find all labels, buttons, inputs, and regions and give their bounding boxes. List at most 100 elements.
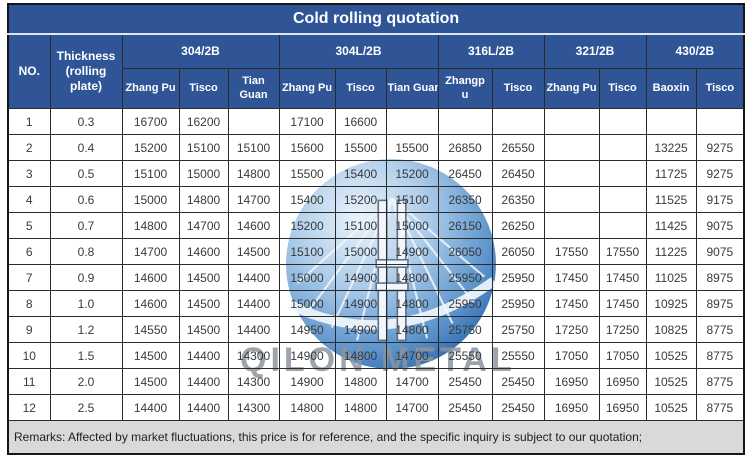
- thickness-cell: 1.2: [49, 316, 123, 343]
- price-cell: 8775: [695, 394, 745, 421]
- price-cell: 15000: [278, 264, 336, 291]
- price-cell: 14600: [178, 238, 229, 265]
- price-cell: 25950: [437, 264, 493, 291]
- group-header-316l-2b: 316L/2B: [437, 33, 545, 69]
- price-cell: 25450: [437, 368, 493, 395]
- price-cell: 15200: [334, 186, 387, 213]
- price-cell: [598, 160, 647, 187]
- price-cell: 25450: [437, 394, 493, 421]
- row-number-cell: 11: [7, 368, 51, 395]
- price-cell: 16200: [178, 108, 229, 135]
- price-cell: 14400: [227, 316, 280, 343]
- price-cell: 14800: [121, 212, 180, 239]
- price-cell: 16600: [334, 108, 387, 135]
- price-cell: 14700: [385, 394, 439, 421]
- row-number-cell: 2: [7, 134, 51, 161]
- table-row: 10 1.5 14500 14400 14300 14900 14800 14700 25550…: [7, 342, 745, 369]
- price-cell: 14800: [334, 368, 387, 395]
- price-cell: 16950: [598, 368, 647, 395]
- price-cell: 26450: [437, 160, 493, 187]
- price-cell: 14800: [385, 264, 439, 291]
- price-cell: 15000: [278, 290, 336, 317]
- group-header-304l-2b: 304L/2B: [278, 33, 439, 69]
- price-cell: 15100: [178, 134, 229, 161]
- price-cell: 14800: [227, 160, 280, 187]
- price-cell: 14300: [227, 368, 280, 395]
- table-row: 11 2.0 14500 14400 14300 14900 14800 14700 25450…: [7, 368, 745, 395]
- price-cell: 25950: [437, 290, 493, 317]
- price-cell: 14800: [178, 186, 229, 213]
- price-cell: 14900: [334, 264, 387, 291]
- price-cell: 26350: [437, 186, 493, 213]
- col-header-321-tisco: Tisco: [598, 68, 647, 109]
- price-cell: [598, 212, 647, 239]
- price-cell: 8975: [695, 290, 745, 317]
- price-cell: 14700: [385, 342, 439, 369]
- price-cell: 9275: [695, 160, 745, 187]
- price-cell: [543, 134, 600, 161]
- price-cell: 14500: [121, 368, 180, 395]
- price-cell: 14700: [227, 186, 280, 213]
- col-header-430-tisco: Tisco: [695, 68, 745, 109]
- col-header-thickness: Thickness (rolling plate): [49, 33, 123, 109]
- price-cell: 14900: [334, 316, 387, 343]
- price-cell: 17450: [598, 264, 647, 291]
- group-header-304-2b: 304/2B: [121, 33, 280, 69]
- price-cell: 15000: [385, 212, 439, 239]
- remarks-cell: Remarks: Affected by market fluctuations…: [7, 420, 745, 455]
- price-cell: 14500: [178, 264, 229, 291]
- price-cell: 16950: [598, 394, 647, 421]
- price-cell: 26850: [437, 134, 493, 161]
- price-cell: 15200: [121, 134, 180, 161]
- price-cell: 25950: [491, 264, 545, 291]
- price-cell: 17250: [543, 316, 600, 343]
- price-cell: 14400: [227, 264, 280, 291]
- price-cell: 14700: [385, 368, 439, 395]
- price-cell: 26150: [437, 212, 493, 239]
- price-cell: 26050: [491, 238, 545, 265]
- table-row: 5 0.7 14800 14700 14600 15200 15100 15000 26150 2…: [7, 212, 745, 239]
- price-cell: [543, 108, 600, 135]
- price-cell: 9175: [695, 186, 745, 213]
- price-cell: [598, 108, 647, 135]
- price-cell: 14400: [178, 394, 229, 421]
- table-row: 7 0.9 14600 14500 14400 15000 14900 14800 25950 2…: [7, 264, 745, 291]
- col-header-304-tianguan: Tian Guan: [227, 68, 280, 109]
- price-cell: 10925: [645, 290, 697, 317]
- price-cell: 17450: [543, 264, 600, 291]
- price-cell: 11725: [645, 160, 697, 187]
- price-cell: 14900: [334, 290, 387, 317]
- row-number-cell: 9: [7, 316, 51, 343]
- price-cell: 10525: [645, 394, 697, 421]
- price-cell: 15200: [278, 212, 336, 239]
- price-cell: 26350: [491, 186, 545, 213]
- price-cell: 16700: [121, 108, 180, 135]
- price-cell: 17550: [543, 238, 600, 265]
- thickness-cell: 0.6: [49, 186, 123, 213]
- price-cell: 15100: [227, 134, 280, 161]
- thickness-cell: 1.5: [49, 342, 123, 369]
- price-cell: 16950: [543, 368, 600, 395]
- price-cell: 15400: [334, 160, 387, 187]
- price-cell: [598, 186, 647, 213]
- thickness-cell: 2.0: [49, 368, 123, 395]
- table-title: Cold rolling quotation: [7, 3, 745, 35]
- row-number-cell: 7: [7, 264, 51, 291]
- price-cell: 14950: [278, 316, 336, 343]
- price-cell: 14400: [121, 394, 180, 421]
- price-cell: 10825: [645, 316, 697, 343]
- price-cell: 9275: [695, 134, 745, 161]
- price-cell: 9075: [695, 212, 745, 239]
- price-cell: 25950: [491, 290, 545, 317]
- price-cell: [645, 108, 697, 135]
- price-cell: 25550: [491, 342, 545, 369]
- price-cell: 17100: [278, 108, 336, 135]
- row-number-cell: 10: [7, 342, 51, 369]
- price-cell: 26550: [491, 134, 545, 161]
- price-cell: 17450: [598, 290, 647, 317]
- price-cell: 15000: [121, 186, 180, 213]
- group-header-430-2b: 430/2B: [645, 33, 745, 69]
- price-cell: 14500: [178, 290, 229, 317]
- table-row: 12 2.5 14400 14400 14300 14800 14800 14700 25450…: [7, 394, 745, 421]
- price-cell: 14300: [227, 342, 280, 369]
